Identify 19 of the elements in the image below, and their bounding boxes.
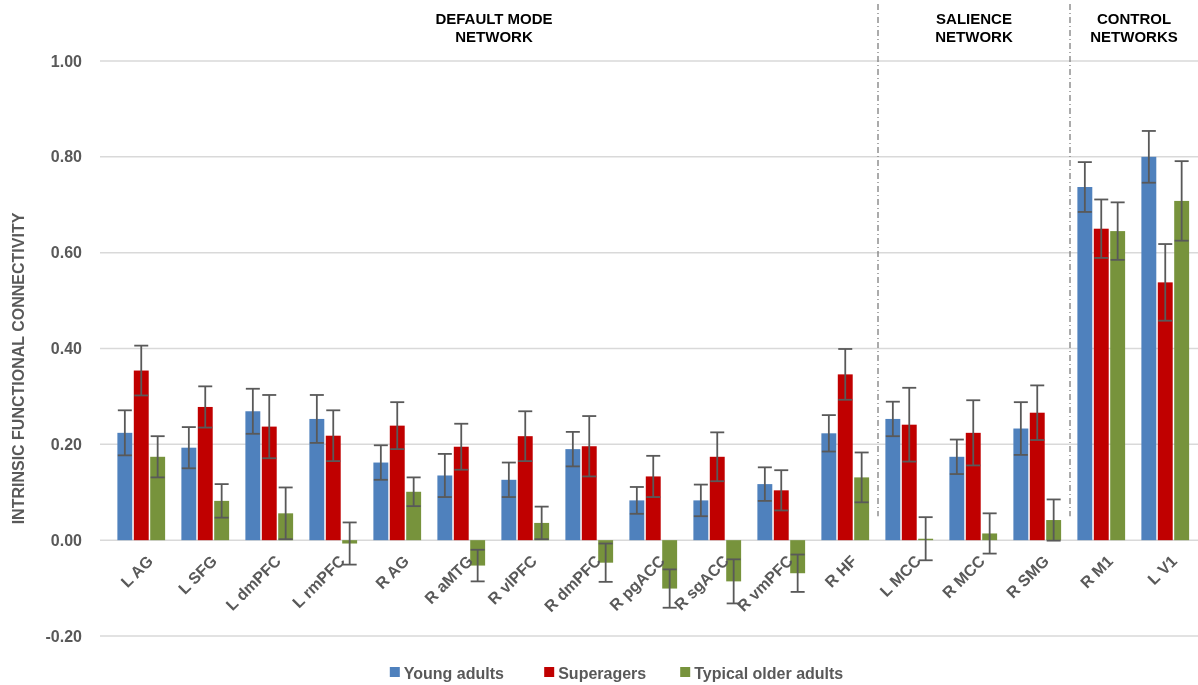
text: SALIENCE NETWORK — [935, 10, 1013, 45]
y-tick-label: 0.20 — [50, 435, 83, 453]
x-tick-label: L V1 — [1144, 552, 1181, 588]
x-tick-label: R M1 — [1077, 552, 1117, 592]
y-tick-label: -0.20 — [45, 627, 83, 645]
x-tick-label: R HF — [821, 552, 861, 591]
legend-label: Young adults — [403, 664, 505, 682]
text: CONTROL NETWORKS — [1090, 10, 1178, 45]
legend-label: Typical older adults — [694, 664, 844, 682]
y-tick-label: 0.40 — [50, 340, 83, 358]
text: DEFAULT MODE NETWORK — [435, 10, 553, 45]
y-tick-label: 0.60 — [50, 244, 83, 262]
x-tick-label: R AG — [372, 552, 413, 593]
legend-label: Superagers — [558, 664, 647, 682]
y-tick-label: 0.00 — [50, 531, 83, 549]
x-tick-label: L AG — [117, 552, 157, 591]
y-axis-title: INTRINSIC FUNCTIONAL CONNECTIVITY — [10, 212, 27, 525]
y-tick-label: 1.00 — [50, 52, 83, 70]
y-tick-label: 0.80 — [50, 148, 83, 166]
